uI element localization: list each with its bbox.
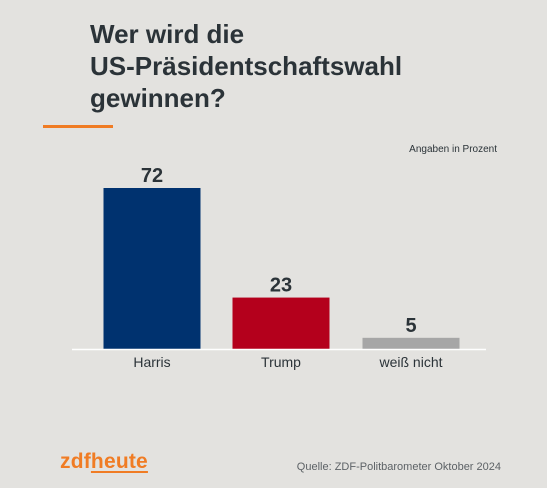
- bar: [232, 297, 330, 349]
- title-line-1: Wer wird die: [90, 19, 245, 49]
- bar-value-label: 5: [405, 315, 416, 337]
- bar: [103, 188, 201, 349]
- category-label: Harris: [133, 354, 170, 370]
- bar-value-label: 72: [141, 165, 163, 187]
- zdfheute-logo: zdfheute: [60, 450, 148, 474]
- source-note: Quelle: ZDF-Politbarometer Oktober 2024: [296, 461, 501, 473]
- chart-title: Wer wird die US-Präsidentschaftswahl gew…: [90, 18, 490, 114]
- logo-part-zdf: zdf: [60, 450, 91, 473]
- title-line-3: gewinnen?: [90, 83, 226, 113]
- logo-part-heute: heute: [90, 450, 148, 473]
- title-line-2: US-Präsidentschaftswahl: [90, 51, 403, 81]
- bar-value-label: 23: [270, 275, 292, 297]
- title-accent-line: [43, 125, 113, 128]
- category-label: weiß nicht: [378, 354, 442, 370]
- unit-note: Angaben in Prozent: [409, 144, 497, 155]
- bar: [362, 337, 460, 349]
- category-label: Trump: [261, 354, 301, 370]
